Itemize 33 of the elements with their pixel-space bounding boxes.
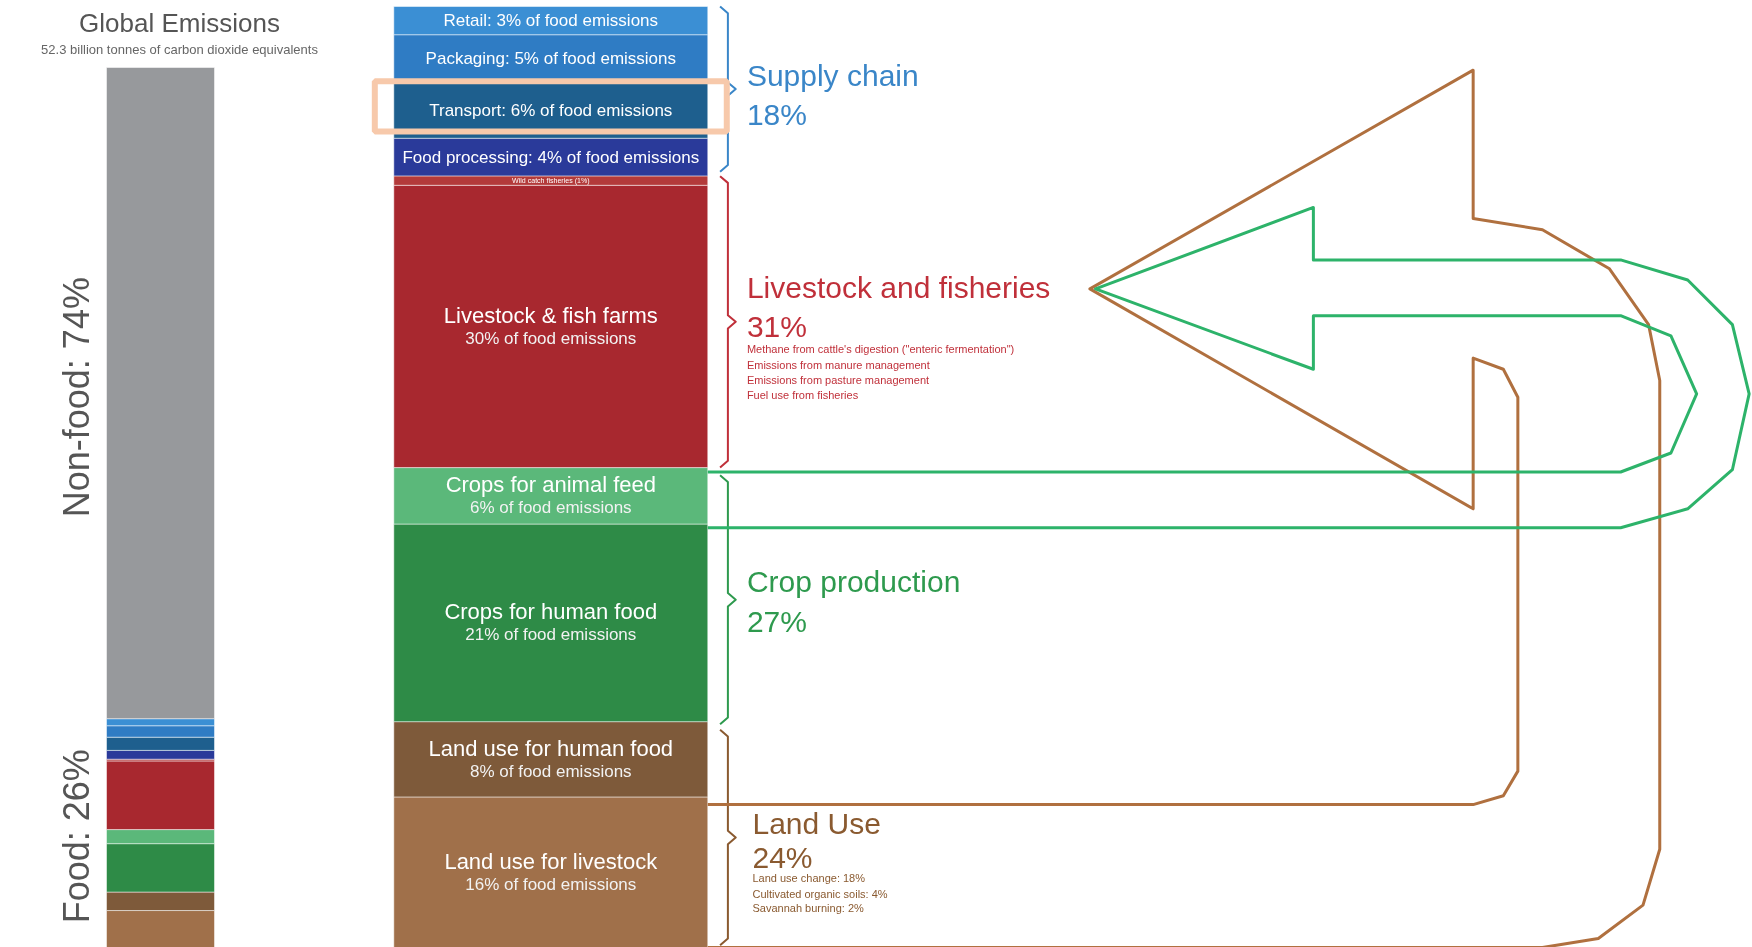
data-label: 16% of food emissions <box>465 874 637 894</box>
text: 27% <box>746 605 807 639</box>
text: Emissions from pasture management <box>746 374 930 387</box>
data-label: 30% of food emissions <box>465 328 637 348</box>
text: Land Use <box>752 807 881 841</box>
text: Savannah burning: 2% <box>752 902 864 915</box>
series-label: Livestock & fish farms <box>443 302 658 328</box>
data-label: 21% of food emissions <box>465 625 637 645</box>
data-label: 6% of food emissions <box>470 498 632 518</box>
text: Crop production <box>746 564 961 598</box>
text: Cultivated organic soils: 4% <box>752 887 888 900</box>
text: Land use change: 18% <box>752 872 866 885</box>
text: Supply chain <box>746 59 919 93</box>
data-label: Transport: 6% of food emissions <box>429 100 673 120</box>
chart-subtitle: 52.3 billion tonnes of carbon dioxide equivalents <box>41 42 319 58</box>
text: Methane from cattle's digestion ("enteric fermentation") <box>746 343 1015 356</box>
text: Livestock and fisheries <box>746 271 1051 305</box>
text: 24% <box>752 840 813 874</box>
series-label: Crops for human food <box>444 599 658 625</box>
data-label: Food processing: 4% of food emissions <box>402 147 700 167</box>
data-label: Packaging: 5% of food emissions <box>425 48 677 68</box>
series-label: Land use for human food <box>428 735 674 761</box>
data-label: 8% of food emissions <box>470 761 632 781</box>
chart-title: Global Emissions <box>79 7 280 38</box>
text: Fuel use from fisheries <box>746 388 859 401</box>
text: 18% <box>746 98 807 132</box>
text: Non-food: 74% <box>56 277 97 518</box>
text: Emissions from manure management <box>746 358 930 371</box>
series-label: Crops for animal feed <box>445 472 656 498</box>
text: 31% <box>746 310 807 344</box>
series-label: Land use for livestock <box>444 848 659 874</box>
data-label: Retail: 3% of food emissions <box>443 11 659 31</box>
text: Food: 26% <box>56 749 97 924</box>
